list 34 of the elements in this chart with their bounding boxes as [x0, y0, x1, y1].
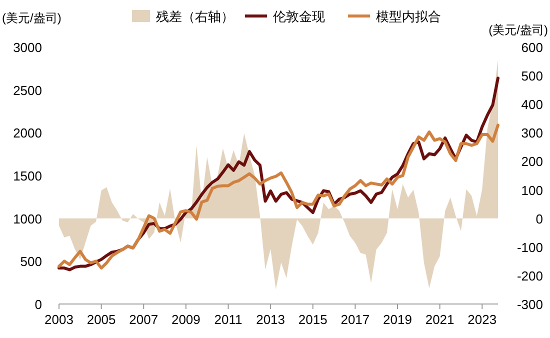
- x-tick-label: 2011: [214, 312, 242, 327]
- legend-label: 模型内拟合: [376, 9, 441, 24]
- x-tick-label: 2013: [256, 312, 286, 327]
- y-tick-label: 2500: [13, 82, 42, 98]
- x-tick-label: 2003: [44, 312, 74, 327]
- y-tick-label: 3000: [13, 40, 42, 55]
- x-tick-label: 2009: [171, 312, 200, 327]
- y2-tick-label: -300: [516, 297, 543, 312]
- y2-tick-label: -200: [516, 268, 543, 284]
- x-tick-label: 2015: [298, 312, 328, 327]
- legend-label: 残差（右轴）: [156, 9, 234, 24]
- y2-tick-label: 200: [521, 154, 543, 170]
- y2-tick-label: 500: [521, 68, 543, 84]
- x-tick-label: 2023: [468, 312, 497, 327]
- y-tick-label: 1500: [13, 168, 42, 184]
- y2-tick-label: 0: [536, 211, 543, 226]
- y2-tick-label: 400: [521, 97, 543, 112]
- y-axis-title: (美元/盎司): [2, 11, 62, 25]
- y-tick-label: 500: [20, 254, 42, 270]
- y-tick-label: 2000: [13, 126, 42, 141]
- y-tick-label: 1000: [13, 211, 42, 226]
- y2-tick-label: 300: [521, 126, 543, 141]
- x-tick-label: 2019: [383, 312, 412, 327]
- y-tick-label: 0: [34, 297, 42, 312]
- y2-tick-label: 600: [521, 40, 543, 55]
- line-series: [58, 124, 500, 270]
- x-tick-label: 2007: [129, 312, 158, 327]
- x-tick-label: 2021: [425, 312, 454, 327]
- y2-axis-title: (美元/盎司): [488, 23, 548, 37]
- y2-tick-label: 100: [521, 182, 543, 198]
- x-tick-label: 2017: [340, 312, 370, 327]
- legend-label: 伦敦金现: [273, 9, 325, 24]
- y2-tick-label: -100: [516, 240, 543, 255]
- x-tick-label: 2005: [86, 312, 116, 327]
